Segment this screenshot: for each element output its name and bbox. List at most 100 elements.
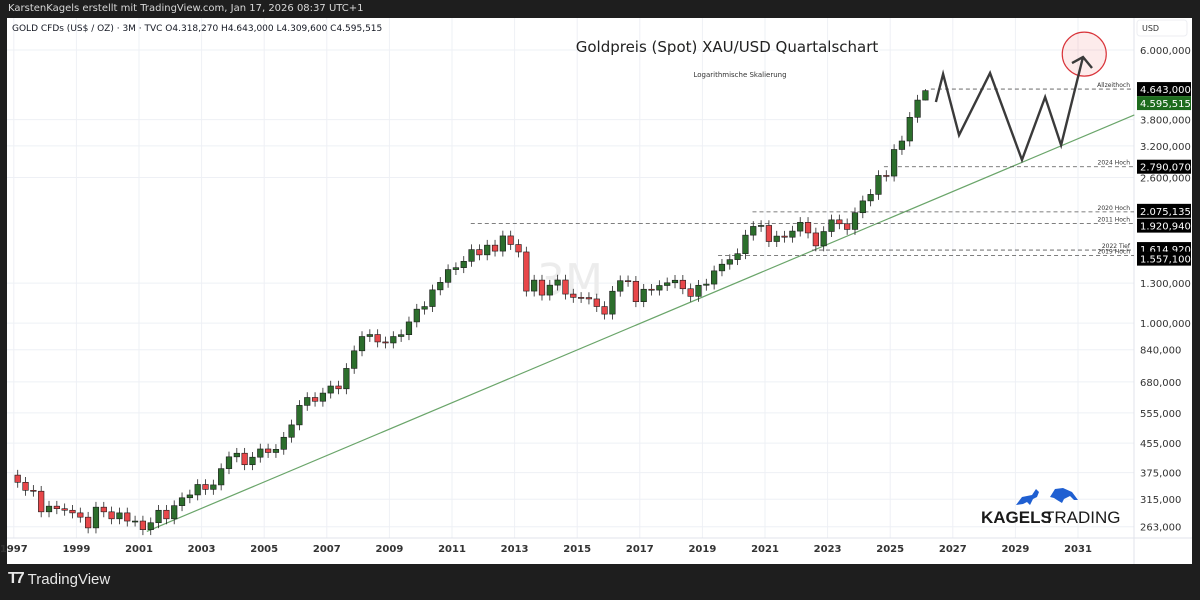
candle-up bbox=[554, 279, 561, 286]
candle-down bbox=[648, 288, 655, 291]
support-trendline bbox=[146, 114, 1135, 532]
candle-up bbox=[757, 225, 765, 227]
candle-up bbox=[546, 284, 553, 296]
time-tick-label: 2015 bbox=[563, 544, 591, 555]
candle-down bbox=[61, 508, 68, 511]
candle-down bbox=[844, 223, 851, 230]
candle-up bbox=[444, 269, 452, 283]
logo-text-light: TRADING bbox=[1044, 508, 1121, 527]
bull-icon bbox=[1016, 489, 1039, 505]
price-tick-label: 3.800,000 bbox=[1140, 116, 1191, 127]
price-tick-label: 680,000 bbox=[1140, 378, 1181, 389]
candle-down bbox=[53, 505, 60, 510]
candle-down bbox=[687, 288, 694, 297]
candle-down bbox=[593, 298, 600, 307]
candle-up bbox=[891, 149, 898, 177]
candle-up bbox=[343, 368, 350, 390]
candle-up bbox=[460, 261, 467, 268]
price-tick-label: 1.300,000 bbox=[1140, 279, 1191, 290]
candle-up bbox=[225, 456, 233, 469]
candle-down bbox=[515, 244, 522, 253]
candle-up bbox=[210, 484, 217, 490]
candle-down bbox=[100, 506, 107, 513]
candle-up bbox=[773, 235, 780, 242]
time-tick-label: 2029 bbox=[1001, 544, 1029, 555]
candle-down bbox=[374, 334, 381, 343]
price-tag-label: 2.075,135 bbox=[1140, 207, 1191, 218]
chart-subtitle: Logarithmische Skalierung bbox=[693, 71, 786, 79]
candle-down bbox=[804, 222, 812, 234]
projection-arrowhead bbox=[1071, 55, 1093, 69]
price-tag bbox=[1137, 159, 1191, 174]
candle-up bbox=[194, 484, 201, 496]
candle-up bbox=[147, 522, 154, 530]
candle-up bbox=[390, 336, 397, 344]
symbol-ohlc-line: GOLD CFDs (US$ / OZ) · 3M · TVC O4.318,2… bbox=[12, 24, 382, 34]
candle-up bbox=[351, 350, 358, 369]
price-tick-label: 315,000 bbox=[1140, 495, 1181, 506]
candle-up bbox=[257, 448, 264, 458]
projection-path bbox=[934, 56, 1085, 164]
candle-down bbox=[781, 235, 788, 238]
candle-up bbox=[233, 452, 240, 458]
currency-label: USD bbox=[1142, 24, 1159, 33]
target-circle bbox=[1061, 31, 1107, 77]
time-tick-label: 2011 bbox=[438, 544, 466, 555]
candle-down bbox=[241, 452, 248, 466]
candle-up bbox=[711, 270, 718, 285]
candle-down bbox=[585, 297, 593, 300]
level-label: 2022 Tief bbox=[1102, 243, 1131, 250]
candle-up bbox=[421, 306, 428, 310]
candle-up bbox=[452, 267, 460, 270]
chart-credit: KarstenKagels erstellt mit TradingView.c… bbox=[8, 3, 364, 14]
price-tag-label: 1.920,940 bbox=[1140, 222, 1191, 233]
candle-down bbox=[382, 341, 389, 344]
time-tick-label: 2009 bbox=[375, 544, 403, 555]
interval-watermark: 3M bbox=[537, 255, 603, 306]
candle-down bbox=[38, 490, 45, 513]
time-tick-label: 2019 bbox=[688, 544, 716, 555]
candle-up bbox=[859, 200, 866, 214]
candle-up bbox=[898, 140, 906, 150]
candle-down bbox=[108, 511, 115, 520]
price-tag-label: 1.614,920 bbox=[1140, 245, 1191, 256]
candle-up bbox=[695, 284, 702, 297]
candle-down bbox=[812, 232, 819, 247]
candle-up bbox=[171, 505, 178, 520]
time-tick-label: 2003 bbox=[188, 544, 216, 555]
time-tick-label: 1997 bbox=[0, 544, 28, 555]
candle-up bbox=[875, 175, 882, 195]
time-tick-label: 2023 bbox=[814, 544, 842, 555]
candle-up bbox=[718, 263, 726, 272]
candle-down bbox=[578, 297, 585, 299]
candle-down bbox=[765, 225, 773, 242]
price-tick-label: 3.200,000 bbox=[1140, 142, 1191, 153]
candle-up bbox=[45, 505, 53, 513]
level-label: 2019 Hoch bbox=[1098, 249, 1131, 256]
candle-down bbox=[311, 397, 319, 402]
candle-up bbox=[272, 449, 280, 453]
candle-up bbox=[789, 230, 796, 238]
candle-down bbox=[30, 489, 37, 492]
candle-down bbox=[491, 244, 499, 252]
price-tag-label: 4.595,515 bbox=[1140, 99, 1191, 110]
candle-up bbox=[327, 385, 334, 394]
candle-down bbox=[507, 235, 514, 245]
candle-up bbox=[671, 279, 679, 284]
candle-up bbox=[906, 117, 913, 142]
candle-down bbox=[163, 509, 170, 520]
candle-up bbox=[280, 436, 287, 450]
price-tick-label: 555,000 bbox=[1140, 409, 1181, 420]
chart-title: Goldpreis (Spot) XAU/USD Quartalschart bbox=[576, 38, 879, 56]
tradingview-logo-icon: T7 bbox=[8, 570, 25, 587]
candle-up bbox=[484, 244, 491, 256]
candle-down bbox=[335, 385, 342, 390]
candle-up bbox=[867, 194, 874, 202]
candle-up bbox=[820, 231, 827, 247]
tradingview-brand: TradingView bbox=[27, 570, 111, 588]
candle-down bbox=[476, 249, 483, 256]
bear-icon bbox=[1050, 488, 1078, 503]
candle-up bbox=[703, 283, 710, 286]
tradingview-logo[interactable]: T7 TradingView bbox=[8, 570, 110, 588]
